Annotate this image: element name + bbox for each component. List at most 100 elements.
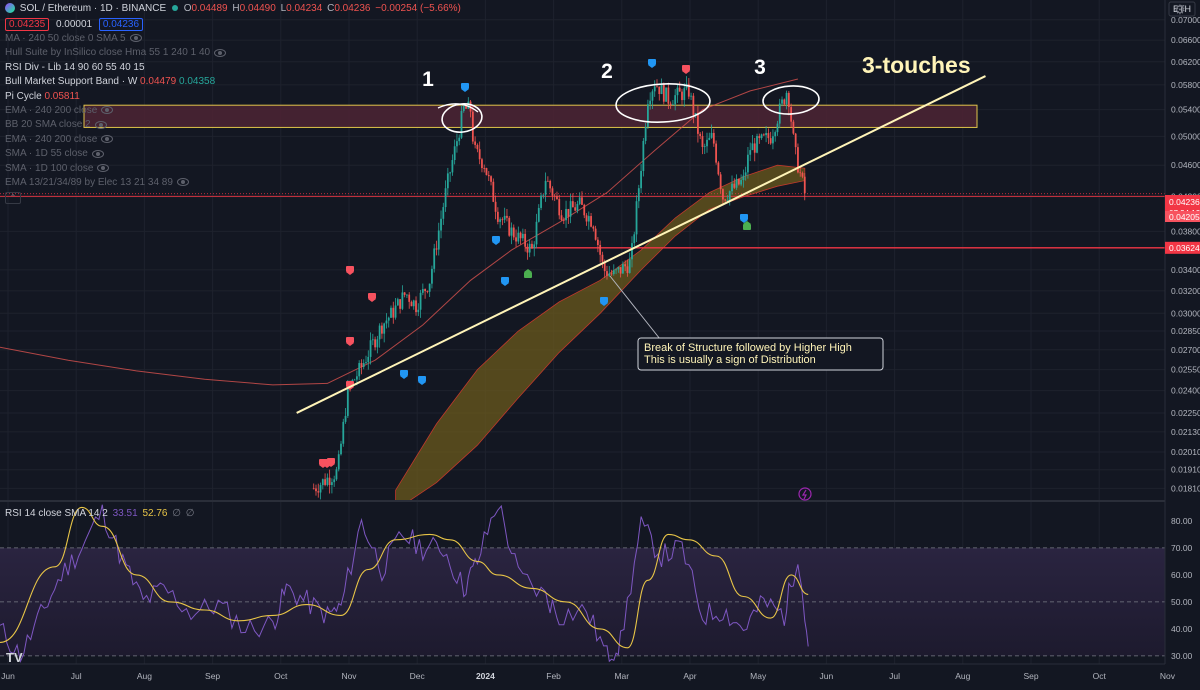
candle-body <box>394 305 397 318</box>
candle-body <box>358 363 361 377</box>
indicator-legend-item[interactable]: SMA · 1D 100 close <box>5 163 110 175</box>
time-tick-label: Dec <box>410 671 426 681</box>
time-tick-label: Jul <box>889 671 900 681</box>
tradingview-logo[interactable]: TV <box>6 650 23 665</box>
symbol-title[interactable]: SOL / Ethereum · 1D · BINANCE <box>19 3 167 14</box>
indicator-legend-item[interactable]: EMA 13/21/34/89 by Elec 13 21 34 89 <box>5 177 189 189</box>
candle-body <box>608 273 611 276</box>
time-axis[interactable]: Jun Jul Aug Sep Oct Nov Dec 2024 Feb Mar Apr May Jun… <box>0 663 1200 685</box>
eye-icon[interactable] <box>101 106 114 115</box>
eye-icon[interactable] <box>94 120 107 129</box>
signal-marker-body <box>648 59 656 65</box>
candle-body <box>731 183 733 192</box>
candle-body <box>476 144 479 150</box>
eye-icon[interactable] <box>176 178 189 187</box>
candle-body <box>499 219 502 222</box>
annotation-title: 3-touches <box>862 52 971 78</box>
candle-body <box>415 300 417 313</box>
callout[interactable]: Break of Structure followed by Higher Hi… <box>609 275 884 371</box>
candle-body <box>744 172 747 176</box>
symbol-icon <box>5 3 15 14</box>
signal-marker-body <box>501 277 509 283</box>
candle-body <box>640 170 642 189</box>
price-tick-label: 0.03200 <box>1171 286 1200 296</box>
trendline[interactable] <box>296 75 986 414</box>
candle-body <box>642 140 645 171</box>
currency-box <box>1168 1 1196 17</box>
price-tick-label: 0.02010 <box>1171 447 1200 457</box>
candle-body <box>551 188 554 196</box>
sell-signal-icon <box>400 370 408 379</box>
candle-body <box>699 133 702 137</box>
candle-body <box>315 488 317 492</box>
indicator-name: SMA · 1D 55 close <box>5 148 88 160</box>
alert-icon[interactable] <box>798 487 812 501</box>
candle-body <box>421 289 424 293</box>
sell-signal-icon <box>648 59 656 68</box>
candle-body <box>658 86 661 94</box>
candle-body <box>660 84 663 94</box>
indicator-legend-item[interactable]: Pi Cycle 0.05811 <box>5 91 80 103</box>
indicator-legend-item[interactable]: SMA · 1D 55 close <box>5 148 104 160</box>
signal-marker-tip <box>501 283 509 286</box>
eye-icon[interactable] <box>129 34 142 43</box>
candle-body <box>485 168 488 175</box>
sell-signal-icon <box>418 376 426 385</box>
candle-body <box>408 294 411 302</box>
candle-body <box>692 95 695 116</box>
callout-pointer <box>609 275 661 340</box>
bid-ask-row: 0.04235 0.00001 0.04236 <box>5 18 144 31</box>
touch-label-2: 2 <box>601 60 613 83</box>
signal-marker-body <box>418 376 426 382</box>
candle-body <box>678 87 681 92</box>
eye-icon[interactable] <box>101 135 114 144</box>
settings-gear-icon[interactable]: ⚙ <box>1174 2 1186 17</box>
candle-body <box>365 362 367 364</box>
sell-signal-icon <box>682 65 690 74</box>
candle-body <box>610 273 613 275</box>
candle-body <box>319 485 322 493</box>
candle-body <box>612 270 615 274</box>
candle-body <box>533 244 536 249</box>
callout-line-1: Break of Structure followed by Higher Hi… <box>644 342 852 354</box>
candle-body <box>342 421 345 444</box>
candle-body <box>672 104 674 106</box>
bid-button[interactable]: 0.04235 <box>5 18 50 31</box>
sell-signal-icon <box>492 236 500 245</box>
signal-marker-tip <box>346 272 354 275</box>
eye-icon[interactable] <box>214 48 227 57</box>
candle-body <box>601 254 604 262</box>
candle-body <box>324 479 326 485</box>
eye-icon[interactable] <box>91 149 104 158</box>
candle-body <box>647 104 649 127</box>
rsi-legend-title[interactable]: RSI 14 close SMA 14 2 <box>5 508 108 519</box>
candle-body <box>690 95 692 97</box>
price-tick-label: 0.04600 <box>1171 160 1200 170</box>
indicator-legend-item[interactable]: MA · 240 50 close 0 SMA 5 <box>5 33 142 45</box>
indicator-legend-item[interactable]: RSI Div - Lib 14 90 60 55 40 15 <box>5 62 145 74</box>
eye-icon[interactable] <box>97 163 110 172</box>
candle-body <box>312 488 315 490</box>
signal-marker-tip <box>346 343 354 346</box>
indicator-legend-item[interactable]: Hull Suite by InSilico close Hma 55 1 24… <box>5 47 227 59</box>
indicator-legend-item[interactable]: EMA · 240 200 close <box>5 134 114 146</box>
ask-button[interactable]: 0.04236 <box>98 18 144 31</box>
candle-body <box>787 92 790 108</box>
indicator-legend-item[interactable]: Bull Market Support Band · W 0.04479 0.0… <box>5 76 215 88</box>
candle-body <box>449 172 452 174</box>
signal-marker-body <box>368 293 376 299</box>
candle-body <box>747 154 749 173</box>
candle-body <box>633 234 636 244</box>
signal-marker-tip <box>740 220 748 223</box>
rsi-pane <box>0 504 1165 663</box>
collapse-legend-button[interactable]: ⌃ <box>5 192 21 204</box>
time-tick-label: Nov <box>1160 671 1176 681</box>
indicator-legend-item[interactable]: BB 20 SMA close 2 <box>5 119 107 131</box>
candle-body <box>803 176 806 194</box>
candle-body <box>794 133 797 148</box>
candle-body <box>599 245 602 255</box>
indicator-legend-item[interactable]: EMA · 240 200 close <box>5 105 114 117</box>
